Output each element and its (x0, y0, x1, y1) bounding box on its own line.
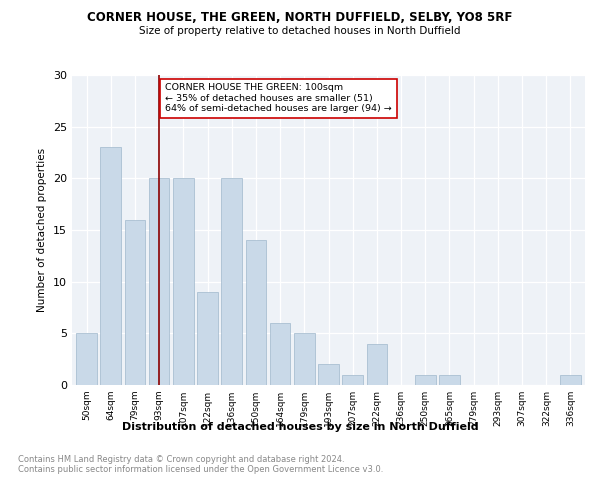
Bar (125, 220, 145, 385)
Bar (439, 374, 460, 385)
Bar (76, 334, 97, 385)
Bar (367, 344, 387, 385)
Bar (318, 364, 339, 385)
Bar (221, 178, 242, 385)
Text: Contains HM Land Registry data © Crown copyright and database right 2024.
Contai: Contains HM Land Registry data © Crown c… (18, 455, 383, 474)
Bar (245, 240, 266, 385)
Text: CORNER HOUSE, THE GREEN, NORTH DUFFIELD, SELBY, YO8 5RF: CORNER HOUSE, THE GREEN, NORTH DUFFIELD,… (88, 11, 512, 24)
Bar (173, 178, 194, 385)
Bar (100, 148, 121, 385)
Bar (560, 374, 581, 385)
Bar (415, 374, 436, 385)
Bar (197, 292, 218, 385)
Y-axis label: Number of detached properties: Number of detached properties (37, 148, 47, 312)
Bar (149, 178, 169, 385)
Text: Size of property relative to detached houses in North Duffield: Size of property relative to detached ho… (139, 26, 461, 36)
Text: CORNER HOUSE THE GREEN: 100sqm
← 35% of detached houses are smaller (51)
64% of : CORNER HOUSE THE GREEN: 100sqm ← 35% of … (165, 84, 392, 113)
Bar (270, 323, 290, 385)
Bar (294, 334, 314, 385)
Text: Distribution of detached houses by size in North Duffield: Distribution of detached houses by size … (122, 422, 478, 432)
Bar (343, 374, 363, 385)
